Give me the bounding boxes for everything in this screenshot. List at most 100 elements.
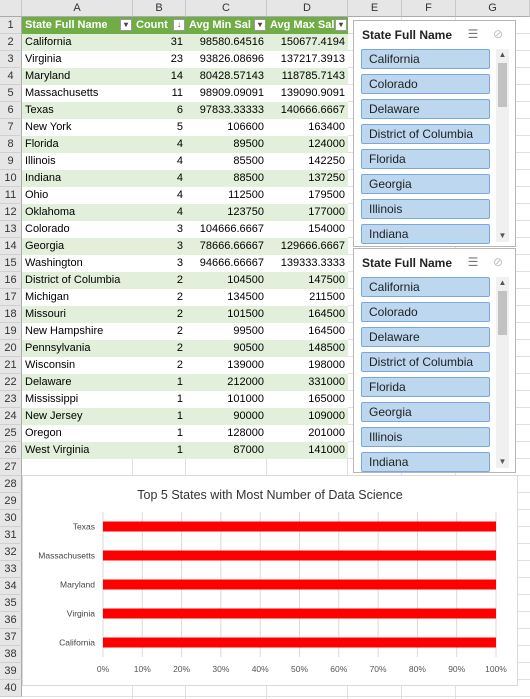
row-header-7[interactable]: 7: [0, 119, 22, 136]
value-cell[interactable]: 78666.66667: [186, 238, 267, 255]
value-cell[interactable]: 98580.64516: [186, 34, 267, 51]
value-cell[interactable]: 109000: [267, 408, 348, 425]
state-cell[interactable]: Oklahoma: [22, 204, 133, 221]
value-cell[interactable]: 4: [133, 153, 186, 170]
value-cell[interactable]: 3: [133, 238, 186, 255]
value-cell[interactable]: 211500: [267, 289, 348, 306]
value-cell[interactable]: 212000: [186, 374, 267, 391]
column-header-e[interactable]: E: [348, 0, 402, 17]
value-cell[interactable]: 2: [133, 306, 186, 323]
filter-dropdown-icon[interactable]: ▾: [335, 19, 347, 31]
state-cell[interactable]: Delaware: [22, 374, 133, 391]
table-header-cell[interactable]: Count ↓: [133, 17, 186, 34]
table-header-cell[interactable]: State Full Name ▾: [22, 17, 133, 34]
slicer-item[interactable]: Delaware: [361, 327, 490, 347]
clear-filter-icon[interactable]: ⊘: [492, 255, 504, 269]
slicer-item[interactable]: Illinois: [361, 199, 490, 219]
row-header-22[interactable]: 22: [0, 374, 22, 391]
state-cell[interactable]: Colorado: [22, 221, 133, 238]
value-cell[interactable]: 5: [133, 119, 186, 136]
state-cell[interactable]: New Jersey: [22, 408, 133, 425]
state-slicer[interactable]: State Full Name ☰ ⊘ California Colorado Delaw…: [353, 20, 516, 247]
state-cell[interactable]: Pennsylvania: [22, 340, 133, 357]
value-cell[interactable]: 104666.6667: [186, 221, 267, 238]
filter-dropdown-icon[interactable]: ▾: [254, 19, 266, 31]
value-cell[interactable]: 137250: [267, 170, 348, 187]
filter-dropdown-icon[interactable]: ▾: [120, 19, 132, 31]
sort-descending-icon[interactable]: ↓: [173, 19, 185, 31]
state-cell[interactable]: Florida: [22, 136, 133, 153]
value-cell[interactable]: 90000: [186, 408, 267, 425]
slicer-item[interactable]: Georgia: [361, 174, 490, 194]
multi-select-icon[interactable]: ☰: [467, 27, 479, 41]
row-header-1[interactable]: 1: [0, 17, 22, 34]
value-cell[interactable]: 14: [133, 68, 186, 85]
table-header-cell[interactable]: Avg Max Sal ▾: [267, 17, 348, 34]
value-cell[interactable]: 85500: [186, 153, 267, 170]
value-cell[interactable]: 1: [133, 442, 186, 459]
value-cell[interactable]: 99500: [186, 323, 267, 340]
state-cell[interactable]: Georgia: [22, 238, 133, 255]
scroll-thumb[interactable]: [498, 63, 507, 107]
row-header-19[interactable]: 19: [0, 323, 22, 340]
value-cell[interactable]: 128000: [186, 425, 267, 442]
row-header-6[interactable]: 6: [0, 102, 22, 119]
row-header-35[interactable]: 35: [0, 595, 22, 612]
slicer-item[interactable]: Indiana: [361, 452, 490, 472]
value-cell[interactable]: 11: [133, 85, 186, 102]
slicer-item[interactable]: Georgia: [361, 402, 490, 422]
value-cell[interactable]: 147500: [267, 272, 348, 289]
row-header-40[interactable]: 40: [0, 680, 22, 697]
slicer-scrollbar[interactable]: ▲ ▼: [496, 277, 509, 468]
value-cell[interactable]: 1: [133, 408, 186, 425]
value-cell[interactable]: 87000: [186, 442, 267, 459]
state-cell[interactable]: West Virginia: [22, 442, 133, 459]
slicer-item[interactable]: Delaware: [361, 99, 490, 119]
row-header-18[interactable]: 18: [0, 306, 22, 323]
value-cell[interactable]: 1: [133, 391, 186, 408]
value-cell[interactable]: 139333.3333: [267, 255, 348, 272]
value-cell[interactable]: 134500: [186, 289, 267, 306]
row-header-33[interactable]: 33: [0, 561, 22, 578]
state-cell[interactable]: Virginia: [22, 51, 133, 68]
row-header-37[interactable]: 37: [0, 629, 22, 646]
value-cell[interactable]: 331000: [267, 374, 348, 391]
row-header-5[interactable]: 5: [0, 85, 22, 102]
row-header-34[interactable]: 34: [0, 578, 22, 595]
value-cell[interactable]: 2: [133, 272, 186, 289]
row-header-17[interactable]: 17: [0, 289, 22, 306]
row-header-31[interactable]: 31: [0, 527, 22, 544]
value-cell[interactable]: 4: [133, 204, 186, 221]
column-header-b[interactable]: B: [133, 0, 186, 17]
row-header-25[interactable]: 25: [0, 425, 22, 442]
value-cell[interactable]: 139090.9091: [267, 85, 348, 102]
row-header-12[interactable]: 12: [0, 204, 22, 221]
row-header-14[interactable]: 14: [0, 238, 22, 255]
value-cell[interactable]: 98909.09091: [186, 85, 267, 102]
state-cell[interactable]: Texas: [22, 102, 133, 119]
row-header-16[interactable]: 16: [0, 272, 22, 289]
state-cell[interactable]: Oregon: [22, 425, 133, 442]
value-cell[interactable]: 4: [133, 187, 186, 204]
slicer-item[interactable]: District of Columbia: [361, 124, 490, 144]
value-cell[interactable]: 2: [133, 289, 186, 306]
scroll-down-icon[interactable]: ▼: [498, 457, 507, 466]
row-header-11[interactable]: 11: [0, 187, 22, 204]
row-header-3[interactable]: 3: [0, 51, 22, 68]
state-cell[interactable]: Maryland: [22, 68, 133, 85]
slicer-item[interactable]: California: [361, 49, 490, 69]
row-header-27[interactable]: 27: [0, 459, 22, 476]
value-cell[interactable]: 104500: [186, 272, 267, 289]
table-header-cell[interactable]: Avg Min Sal ▾: [186, 17, 267, 34]
value-cell[interactable]: 148500: [267, 340, 348, 357]
row-header-32[interactable]: 32: [0, 544, 22, 561]
row-header-39[interactable]: 39: [0, 663, 22, 680]
value-cell[interactable]: 2: [133, 357, 186, 374]
row-header-4[interactable]: 4: [0, 68, 22, 85]
column-header-c[interactable]: C: [186, 0, 267, 17]
slicer-item[interactable]: Illinois: [361, 427, 490, 447]
scroll-up-icon[interactable]: ▲: [498, 50, 507, 59]
row-header-9[interactable]: 9: [0, 153, 22, 170]
value-cell[interactable]: 93826.08696: [186, 51, 267, 68]
value-cell[interactable]: 141000: [267, 442, 348, 459]
